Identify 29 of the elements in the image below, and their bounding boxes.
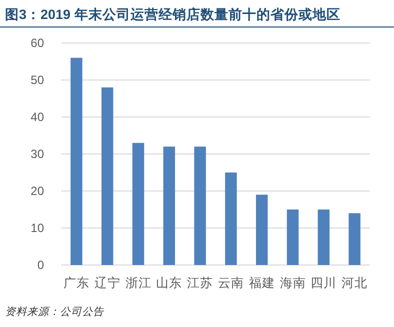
chart-title: 图3：2019 年末公司运营经销店数量前十的省份或地区	[5, 6, 340, 22]
y-tick-label: 0	[37, 258, 44, 272]
bar	[225, 172, 237, 265]
x-tick-label: 云南	[218, 276, 244, 290]
y-tick-label: 20	[30, 184, 44, 198]
bar	[70, 58, 82, 265]
text: 资料来源：公司公告	[5, 306, 105, 318]
x-tick-label: 江苏	[187, 276, 214, 290]
x-tick-label: 广东	[63, 276, 90, 290]
y-tick-label: 60	[30, 36, 44, 50]
bar	[163, 146, 176, 265]
x-tick-label: 海南	[280, 276, 306, 290]
x-tick-label: 浙江	[125, 276, 152, 290]
x-tick-label: 辽宁	[94, 275, 120, 290]
y-tick-label: 40	[30, 110, 44, 124]
x-tick-label: 四川	[310, 276, 337, 290]
x-tick-label: 山东	[156, 276, 182, 290]
bar	[286, 210, 299, 265]
x-tick-label: 福建	[248, 276, 275, 290]
bar	[318, 210, 330, 265]
y-tick-label: 30	[30, 147, 44, 162]
bar	[132, 142, 144, 265]
y-tick-label: 50	[30, 73, 44, 88]
bar	[348, 213, 360, 265]
bar	[194, 146, 206, 265]
bar	[101, 87, 114, 265]
y-tick-label: 10	[30, 221, 44, 236]
bar	[256, 194, 268, 265]
x-tick-label: 河北	[342, 276, 368, 290]
